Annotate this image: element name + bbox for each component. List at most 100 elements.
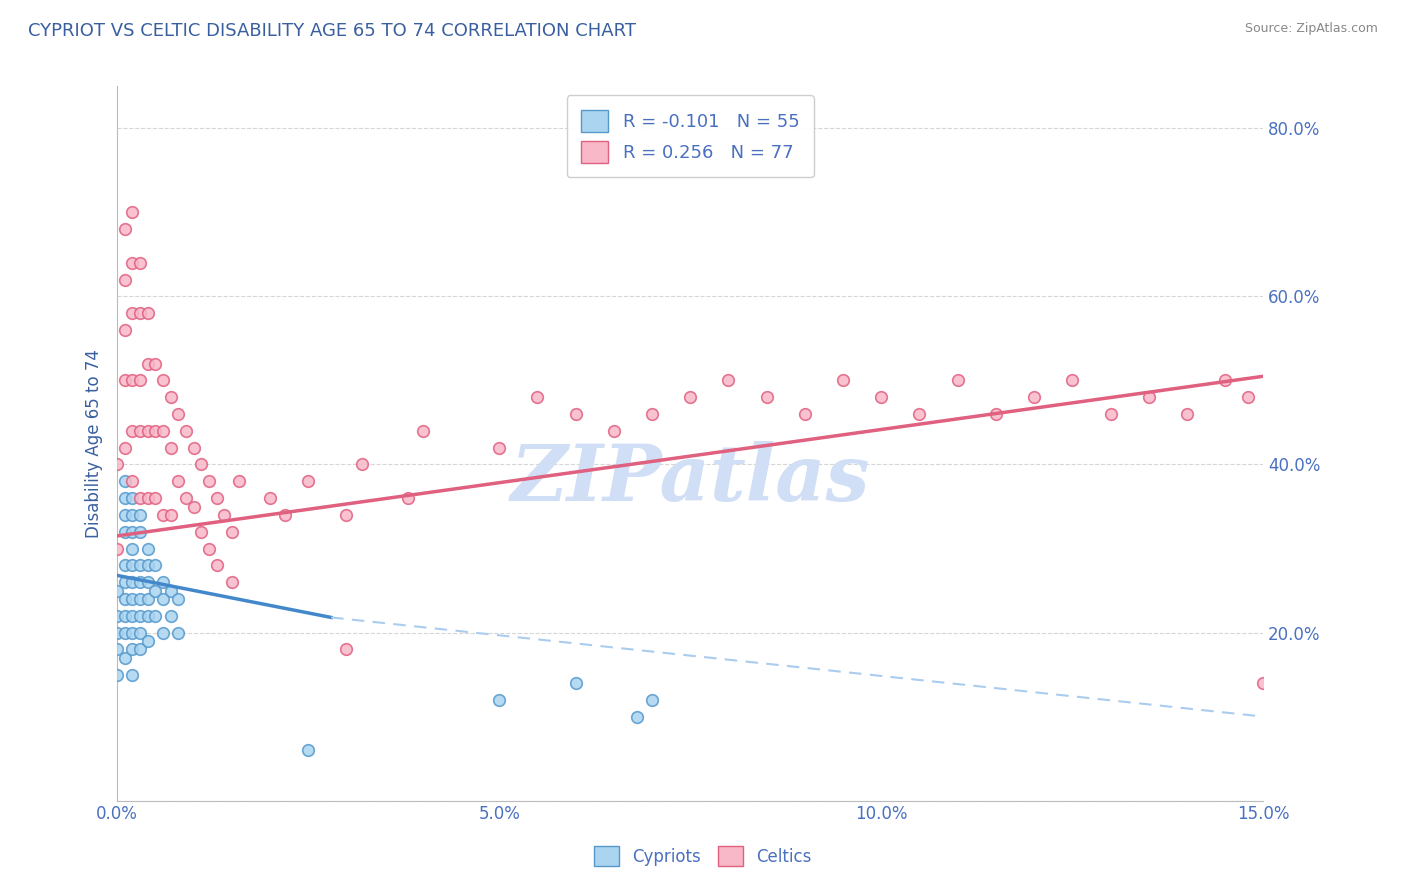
Point	[145, 424, 167, 438]
Point	[136, 575, 159, 590]
Point	[136, 591, 159, 606]
Text: Source: ZipAtlas.com: Source: ZipAtlas.com	[1244, 22, 1378, 36]
Point	[793, 407, 815, 421]
Point	[114, 508, 136, 522]
Point	[114, 441, 136, 455]
Point	[121, 591, 143, 606]
Point	[105, 625, 128, 640]
Point	[129, 625, 152, 640]
Point	[1237, 390, 1260, 404]
Point	[136, 608, 159, 623]
Point	[1213, 374, 1236, 388]
Point	[121, 306, 143, 320]
Text: ZIPatlas: ZIPatlas	[510, 441, 870, 517]
Point	[198, 475, 221, 489]
Point	[121, 424, 143, 438]
Point	[121, 642, 143, 657]
Point	[129, 306, 152, 320]
Point	[114, 222, 136, 236]
Point	[114, 608, 136, 623]
Point	[121, 558, 143, 573]
Point	[564, 407, 586, 421]
Point	[412, 424, 434, 438]
Point	[190, 524, 212, 539]
Point	[121, 575, 143, 590]
Point	[121, 374, 143, 388]
Point	[297, 743, 319, 757]
Point	[114, 524, 136, 539]
Point	[205, 491, 228, 505]
Point	[1253, 676, 1275, 690]
Point	[259, 491, 281, 505]
Point	[335, 508, 357, 522]
Point	[167, 475, 190, 489]
Point	[121, 625, 143, 640]
Point	[198, 541, 221, 556]
Point	[221, 575, 243, 590]
Point	[105, 458, 128, 472]
Point	[121, 667, 143, 681]
Point	[114, 558, 136, 573]
Point	[297, 475, 319, 489]
Point	[946, 374, 969, 388]
Point	[114, 323, 136, 337]
Point	[136, 491, 159, 505]
Point	[1022, 390, 1045, 404]
Point	[145, 491, 167, 505]
Point	[114, 625, 136, 640]
Point	[717, 374, 740, 388]
Point	[167, 625, 190, 640]
Point	[129, 424, 152, 438]
Point	[145, 357, 167, 371]
Point	[121, 475, 143, 489]
Point	[1137, 390, 1160, 404]
Point	[145, 608, 167, 623]
Point	[603, 424, 626, 438]
Point	[152, 591, 174, 606]
Point	[129, 575, 152, 590]
Point	[641, 407, 664, 421]
Point	[167, 591, 190, 606]
Point	[129, 491, 152, 505]
Point	[152, 374, 174, 388]
Point	[1099, 407, 1122, 421]
Point	[145, 583, 167, 598]
Point	[114, 475, 136, 489]
Point	[121, 508, 143, 522]
Point	[136, 424, 159, 438]
Point	[526, 390, 548, 404]
Point	[755, 390, 778, 404]
Point	[129, 508, 152, 522]
Point	[174, 491, 197, 505]
Point	[1175, 407, 1198, 421]
Point	[396, 491, 419, 505]
Point	[136, 541, 159, 556]
Point	[335, 642, 357, 657]
Point	[121, 608, 143, 623]
Point	[832, 374, 855, 388]
Point	[870, 390, 893, 404]
Point	[114, 491, 136, 505]
Point	[129, 642, 152, 657]
Legend: Cypriots, Celtics: Cypriots, Celtics	[586, 838, 820, 875]
Point	[114, 575, 136, 590]
Point	[641, 693, 664, 707]
Point	[152, 424, 174, 438]
Point	[152, 625, 174, 640]
Point	[129, 608, 152, 623]
Point	[136, 558, 159, 573]
Y-axis label: Disability Age 65 to 74: Disability Age 65 to 74	[86, 349, 103, 538]
Point	[488, 441, 510, 455]
Text: CYPRIOT VS CELTIC DISABILITY AGE 65 TO 74 CORRELATION CHART: CYPRIOT VS CELTIC DISABILITY AGE 65 TO 7…	[28, 22, 636, 40]
Point	[564, 676, 586, 690]
Point	[183, 441, 205, 455]
Point	[174, 424, 197, 438]
Point	[221, 524, 243, 539]
Point	[159, 390, 181, 404]
Legend: R = -0.101   N = 55, R = 0.256   N = 77: R = -0.101 N = 55, R = 0.256 N = 77	[567, 95, 814, 178]
Point	[679, 390, 702, 404]
Point	[1062, 374, 1084, 388]
Point	[159, 441, 181, 455]
Point	[105, 642, 128, 657]
Point	[121, 256, 143, 270]
